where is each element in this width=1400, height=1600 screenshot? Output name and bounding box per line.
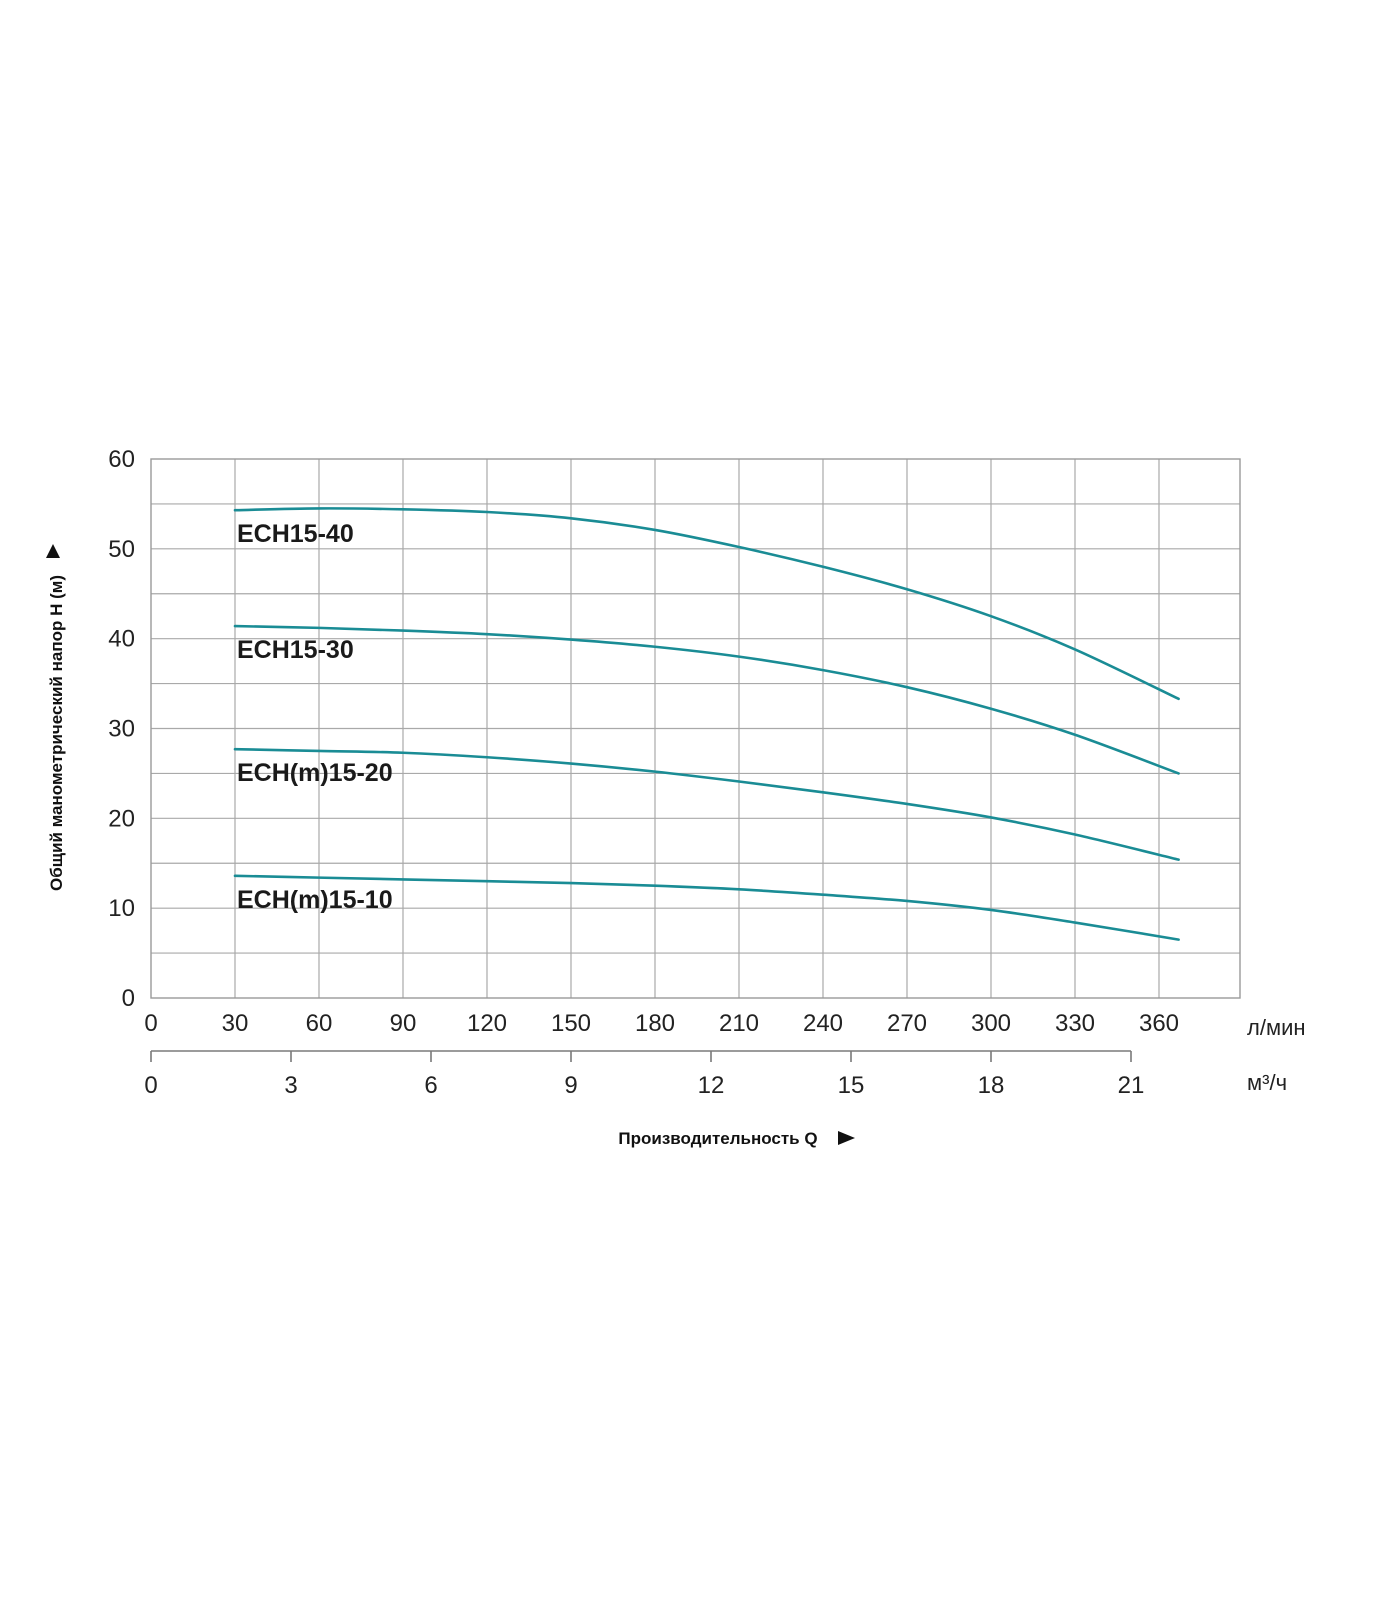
x-tick-label: 120: [467, 1010, 507, 1037]
x-tick-label: 210: [719, 1010, 759, 1037]
x-tick-label-secondary: 15: [838, 1072, 865, 1099]
x-axis-secondary: 0 3 6 9 12 15 18 21: [144, 1050, 1145, 1099]
x-tick-labels-primary: 0 30 60 90 120 150 180 210 240 270 300 330 360: [144, 1010, 1179, 1037]
series-line-3: [233, 747, 1180, 861]
x-tick-label: 0: [144, 1010, 157, 1037]
series-line-2: [233, 624, 1180, 775]
series-label-1: ECH15-40: [237, 520, 354, 548]
series-label-4: ECH(m)15-10: [237, 886, 393, 914]
x-tick-label-secondary: 9: [564, 1072, 577, 1099]
x-tick-label: 180: [635, 1010, 675, 1037]
y-tick-label: 20: [108, 805, 135, 832]
x-tick-label-secondary: 21: [1118, 1072, 1145, 1099]
y-tick-label: 60: [108, 446, 135, 473]
curves: [233, 507, 1180, 941]
series-labels: ECH15-40 ECH15-30 ECH(m)15-20 ECH(m)15-10: [237, 520, 393, 914]
x-tick-label: 270: [887, 1010, 927, 1037]
x-tick-label: 150: [551, 1010, 591, 1037]
plot-frame: [150, 458, 1241, 999]
y-tick-label: 40: [108, 626, 135, 653]
grid: [151, 459, 1240, 998]
series-line-1: [233, 507, 1180, 701]
x-axis-arrow-icon: [838, 1131, 855, 1145]
x-tick-label: 330: [1055, 1010, 1095, 1037]
series-line-4: [233, 874, 1180, 941]
x-tick-label: 30: [222, 1010, 249, 1037]
x-tick-label: 90: [390, 1010, 417, 1037]
y-tick-label: 10: [108, 895, 135, 922]
y-axis-title: Общий манометрический напор H (м): [47, 575, 66, 891]
y-tick-labels: 0 10 20 30 40 50 60: [108, 446, 135, 1012]
y-tick-label: 50: [108, 536, 135, 563]
x-tick-label: 240: [803, 1010, 843, 1037]
x-tick-label-secondary: 6: [424, 1072, 437, 1099]
x-unit-primary: л/мин: [1247, 1015, 1306, 1040]
x-unit-secondary: м³/ч: [1247, 1070, 1287, 1095]
series-label-2: ECH15-30: [237, 636, 354, 664]
x-tick-label-secondary: 12: [698, 1072, 725, 1099]
series-label-3: ECH(m)15-20: [237, 759, 393, 787]
x-axis-title: Производительность Q: [618, 1129, 817, 1148]
x-tick-label: 300: [971, 1010, 1011, 1037]
y-axis-arrow-icon: [46, 544, 60, 558]
x-tick-label: 360: [1139, 1010, 1179, 1037]
x-tick-label: 60: [306, 1010, 333, 1037]
x-tick-label-secondary: 18: [978, 1072, 1005, 1099]
y-tick-label: 30: [108, 716, 135, 743]
x-tick-label-secondary: 3: [284, 1072, 297, 1099]
y-tick-label: 0: [122, 985, 135, 1012]
x-tick-label-secondary: 0: [144, 1072, 157, 1099]
